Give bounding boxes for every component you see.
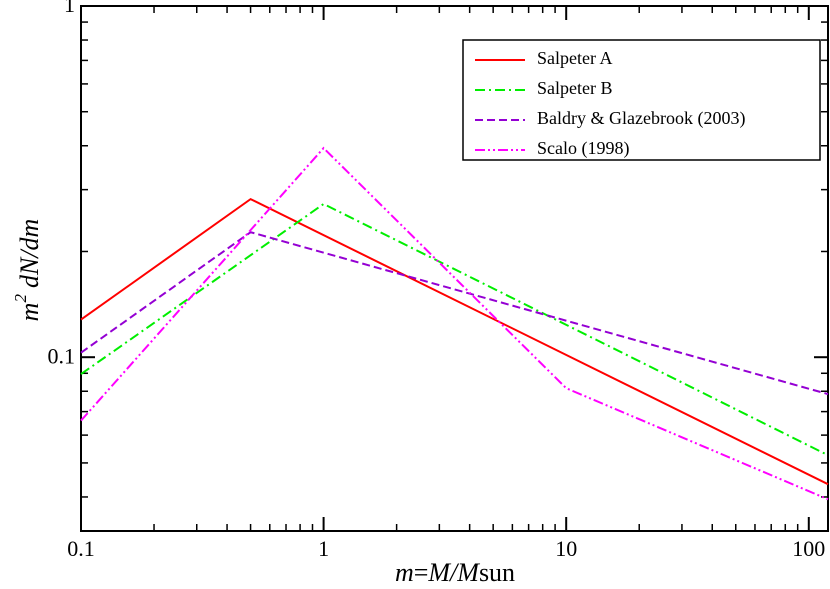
x-tick-label: 1 xyxy=(318,536,329,561)
y-label-part: m xyxy=(15,303,44,322)
legend-box xyxy=(462,39,821,161)
x-label-part: = xyxy=(414,558,429,587)
series-line xyxy=(80,231,829,396)
legend-label: Scalo (1998) xyxy=(537,138,629,159)
series-line xyxy=(80,197,829,486)
x-label-part: M/M xyxy=(427,558,480,587)
y-label-part: 2 xyxy=(11,294,30,303)
legend-label: Baldry & Glazebrook (2003) xyxy=(537,108,745,129)
y-tick-label: 0.1 xyxy=(48,343,76,368)
y-tick-label: 1 xyxy=(64,0,75,17)
x-label-part: sun xyxy=(479,558,515,587)
x-tick-label: 10 xyxy=(555,536,577,561)
x-label-part: m xyxy=(395,558,414,587)
series-line xyxy=(80,202,829,457)
legend-label: Salpeter B xyxy=(537,78,612,98)
plot-frame xyxy=(80,5,829,532)
legend-label: Salpeter A xyxy=(537,48,612,68)
y-axis-label: m2 dN/dm xyxy=(11,219,44,322)
y-label-part: dN/dm xyxy=(15,219,44,288)
x-tick-label: 0.1 xyxy=(67,536,95,561)
series-line xyxy=(80,146,829,501)
x-tick-label: 100 xyxy=(792,536,825,561)
x-axis-label: m=M/Msun xyxy=(395,558,515,587)
